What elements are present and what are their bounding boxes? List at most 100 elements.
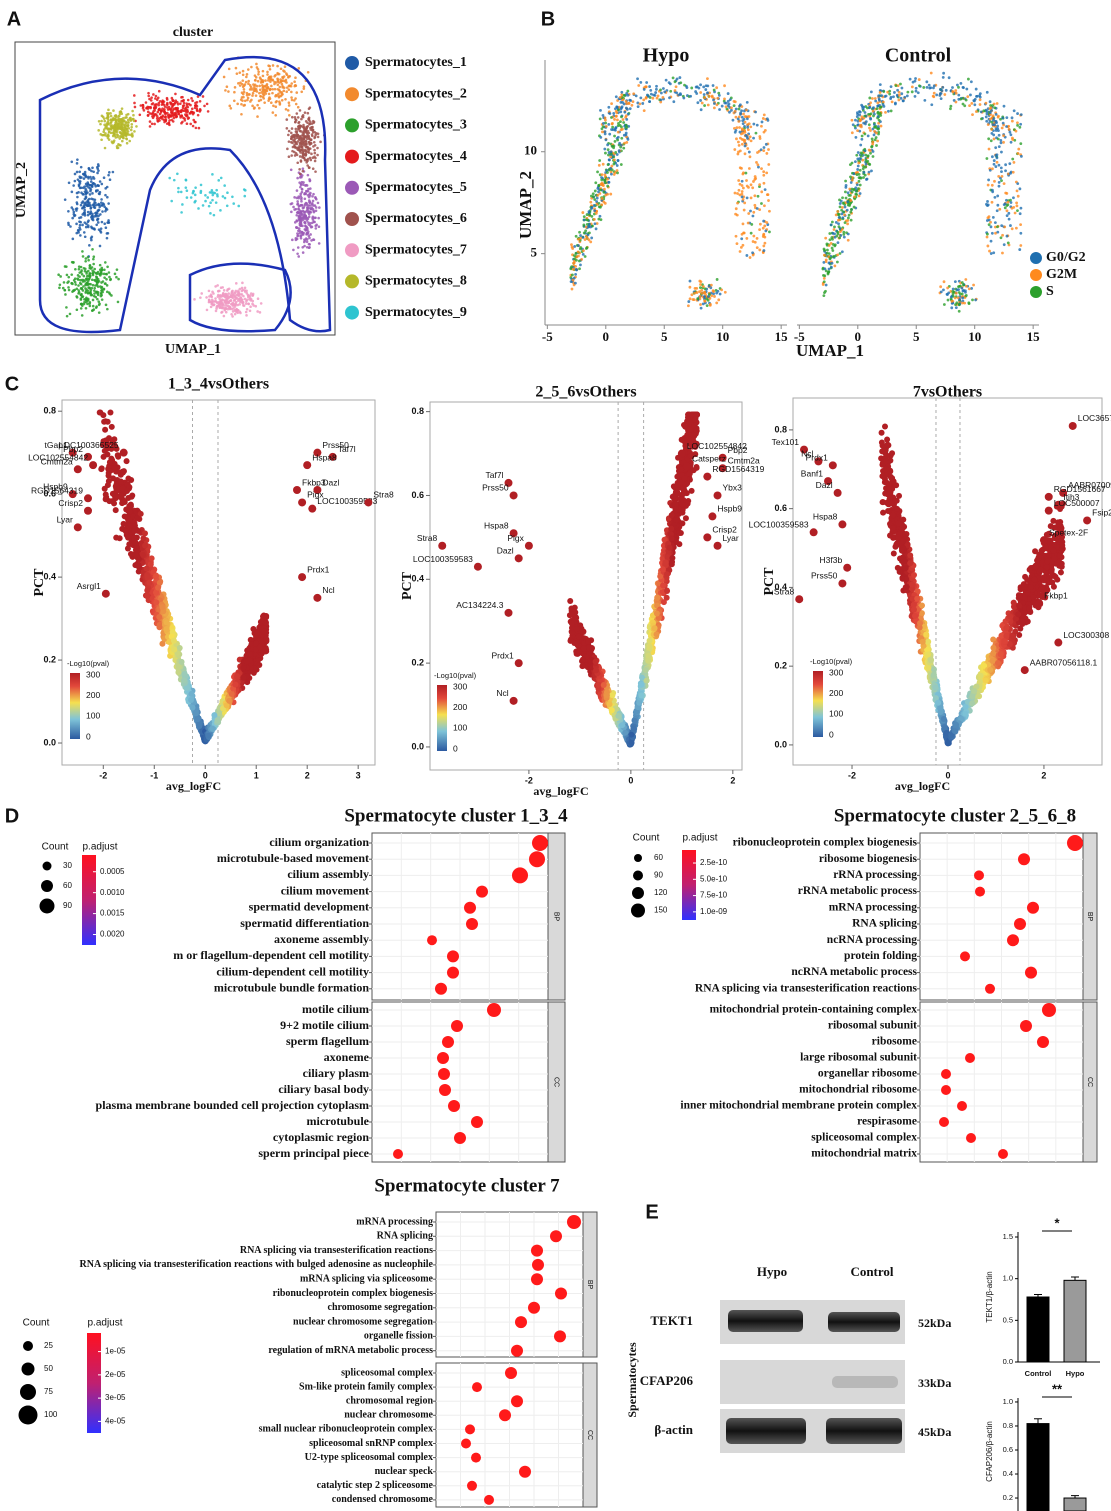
decoration xyxy=(622,147,625,150)
decoration xyxy=(307,71,310,74)
decoration xyxy=(744,145,747,148)
decoration xyxy=(741,193,744,196)
decoration xyxy=(306,232,309,235)
decoration xyxy=(185,179,188,182)
decoration xyxy=(872,115,875,118)
decoration xyxy=(856,183,859,186)
decoration xyxy=(85,307,88,310)
decoration xyxy=(76,296,79,299)
decoration xyxy=(880,94,883,97)
decoration xyxy=(251,94,254,97)
decoration xyxy=(577,255,580,258)
decoration xyxy=(98,203,101,206)
decoration xyxy=(627,138,630,141)
decoration xyxy=(173,179,176,182)
decoration xyxy=(84,214,87,217)
decoration xyxy=(292,206,295,209)
decoration xyxy=(760,202,763,205)
decoration xyxy=(242,96,245,99)
decoration xyxy=(759,137,762,140)
decoration xyxy=(864,111,867,114)
decoration xyxy=(759,223,762,226)
decoration xyxy=(304,211,307,214)
decoration xyxy=(766,117,769,120)
decoration xyxy=(172,109,175,112)
decoration xyxy=(762,220,765,223)
decoration xyxy=(863,171,866,174)
decoration xyxy=(689,286,692,289)
decoration xyxy=(584,238,587,241)
decoration xyxy=(615,115,618,118)
decoration xyxy=(92,263,95,266)
legend-swatch xyxy=(1030,286,1042,298)
decoration xyxy=(217,290,220,293)
decoration xyxy=(970,80,973,83)
decoration xyxy=(601,197,604,200)
decoration xyxy=(103,120,106,123)
decoration xyxy=(763,204,766,207)
decoration xyxy=(861,135,864,138)
decoration xyxy=(604,202,607,205)
decoration xyxy=(101,454,107,460)
decoration xyxy=(1004,169,1007,172)
decoration xyxy=(882,103,885,106)
decoration xyxy=(1003,243,1006,246)
decoration xyxy=(286,127,289,130)
decoration xyxy=(647,95,650,98)
decoration xyxy=(206,196,209,199)
decoration xyxy=(224,306,227,309)
decoration xyxy=(68,289,71,292)
decoration xyxy=(87,280,90,283)
decoration xyxy=(313,239,316,242)
decoration xyxy=(742,171,745,174)
decoration xyxy=(749,210,752,213)
decoration xyxy=(602,114,605,117)
decoration xyxy=(873,123,876,126)
decoration xyxy=(147,114,150,117)
decoration xyxy=(723,102,726,105)
decoration xyxy=(225,295,228,298)
decoration xyxy=(295,214,298,217)
decoration xyxy=(97,169,100,172)
decoration xyxy=(299,173,302,176)
decoration xyxy=(1012,196,1015,199)
decoration xyxy=(951,290,954,293)
decoration xyxy=(637,84,640,87)
decoration xyxy=(133,94,136,97)
decoration xyxy=(123,119,126,122)
decoration xyxy=(846,219,849,222)
decoration xyxy=(297,127,300,130)
decoration xyxy=(89,283,92,286)
decoration xyxy=(903,96,906,99)
decoration xyxy=(831,221,834,224)
decoration xyxy=(619,110,622,113)
decoration xyxy=(1020,207,1023,210)
decoration xyxy=(223,315,226,318)
decoration xyxy=(877,94,880,97)
decoration xyxy=(996,102,999,105)
decoration xyxy=(149,125,152,128)
decoration xyxy=(291,202,294,205)
decoration xyxy=(599,215,602,218)
decoration xyxy=(92,182,95,185)
decoration xyxy=(876,105,879,108)
decoration xyxy=(280,67,283,70)
decoration xyxy=(973,100,976,103)
decoration xyxy=(313,149,316,152)
decoration xyxy=(1017,195,1020,198)
decoration xyxy=(853,172,856,175)
decoration xyxy=(763,225,766,228)
decoration xyxy=(610,173,613,176)
decoration xyxy=(616,106,619,109)
decoration xyxy=(231,290,234,293)
decoration xyxy=(80,216,83,219)
x-tick-label: 5 xyxy=(661,329,668,344)
decoration xyxy=(236,304,239,307)
decoration xyxy=(988,215,991,218)
decoration xyxy=(849,163,852,166)
decoration xyxy=(255,63,258,66)
decoration xyxy=(604,194,607,197)
decoration xyxy=(291,127,294,130)
decoration xyxy=(946,287,949,290)
decoration xyxy=(304,203,307,206)
